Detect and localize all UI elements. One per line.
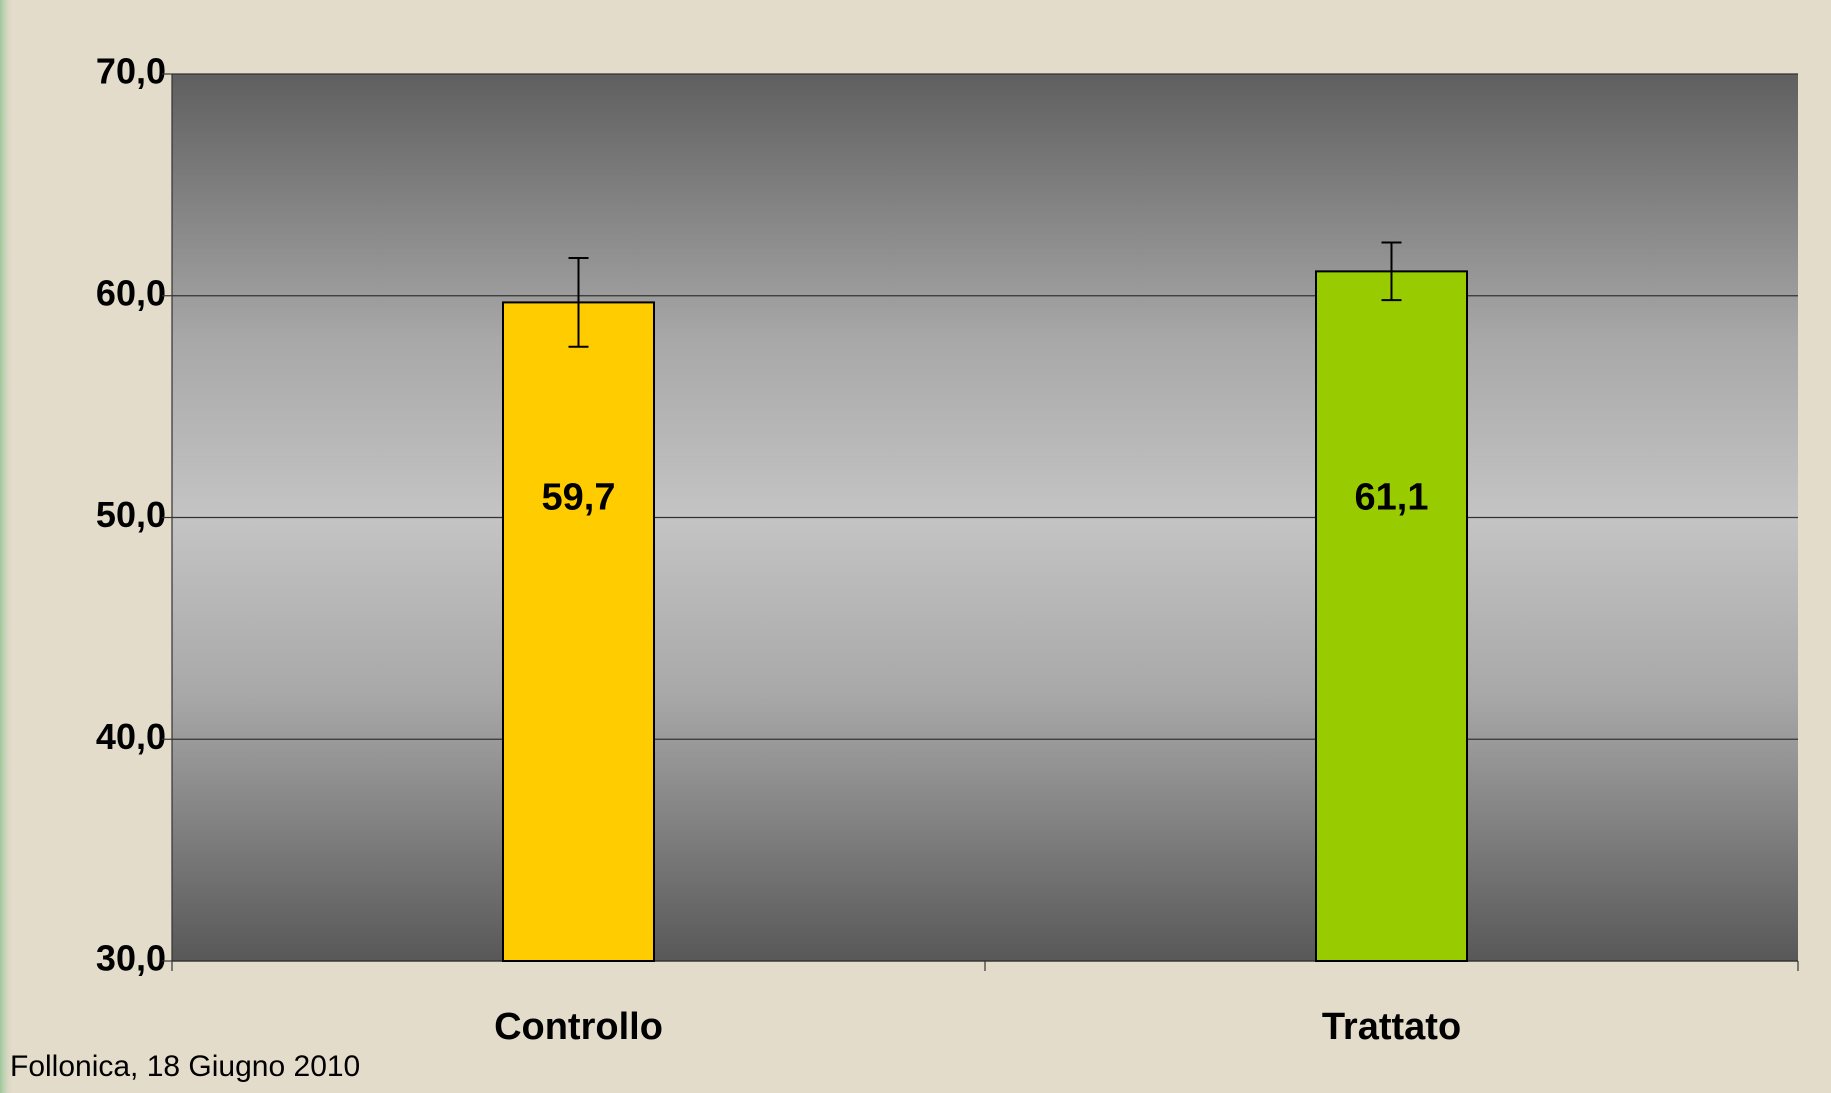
y-tick-label: 30,0 [96, 938, 166, 979]
x-tick-label: Controllo [494, 1006, 663, 1048]
y-tick-label: 70,0 [96, 51, 166, 92]
y-tick-label: 40,0 [96, 716, 166, 757]
y-tick-label: 60,0 [96, 272, 166, 313]
value-label: 61,1 [1355, 477, 1429, 519]
y-tick-label: 50,0 [96, 494, 166, 535]
border [0, 0, 14, 1093]
bar [1315, 270, 1468, 963]
footer: Follonica, 18 Giugno 2010 [10, 1050, 360, 1083]
x-tick-label: Trattato [1322, 1006, 1461, 1048]
value-label: 59,7 [542, 477, 616, 519]
bar [502, 301, 655, 962]
